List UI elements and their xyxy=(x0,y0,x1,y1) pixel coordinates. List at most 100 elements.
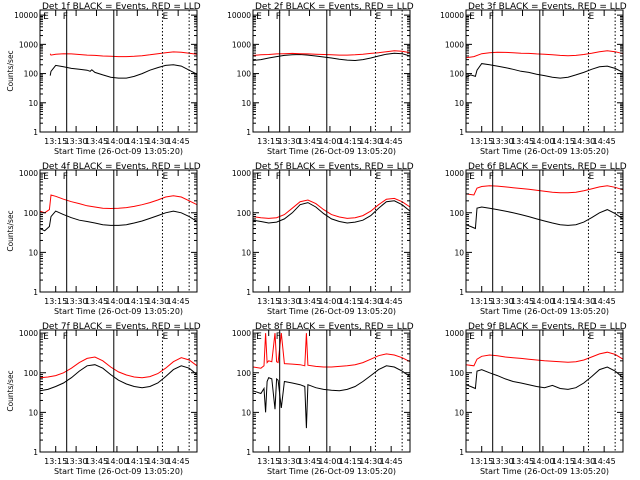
y-tick-label: 10000 xyxy=(14,11,38,20)
y-tick-label: 1 xyxy=(459,448,464,457)
x-tick-label: 13:30 xyxy=(491,137,514,146)
plot-frame xyxy=(252,329,411,453)
y-tick-label: 1000 xyxy=(19,169,38,178)
x-axis-label: Start Time (26-Oct-09 13:05:20) xyxy=(54,147,183,156)
x-tick-label: 13:45 xyxy=(511,297,534,306)
x-tick-label: 14:30 xyxy=(146,137,169,146)
x-tick-label: 13:30 xyxy=(491,297,514,306)
chart-panel: Det 3f BLACK = Events, RED = LLD 1 10 100 10… xyxy=(440,2,627,156)
marker-label: E xyxy=(256,172,262,182)
y-tick-label: 10 xyxy=(454,99,464,108)
marker-label: F xyxy=(276,172,281,182)
chart-title: Det 1f BLACK = Events, RED = LLD xyxy=(42,2,201,12)
x-axis-label: Start Time (26-Oct-09 13:05:20) xyxy=(480,307,609,316)
chart-panel: Det 5f BLACK = Events, RED = LLD 1 10 100 10… xyxy=(232,162,414,316)
plot-frame xyxy=(465,329,624,453)
plot-frame xyxy=(252,9,411,133)
x-tick-label: 14:00 xyxy=(105,137,128,146)
x-tick-label: 14:00 xyxy=(531,457,554,466)
x-tick-label: 14:30 xyxy=(359,457,382,466)
y-tick-label: 10000 xyxy=(440,11,464,20)
x-tick-label: 14:00 xyxy=(105,457,128,466)
x-tick-label: 13:30 xyxy=(65,457,88,466)
x-tick-label: 14:00 xyxy=(318,297,341,306)
x-tick-label: 13:15 xyxy=(44,297,67,306)
x-tick-label: 13:15 xyxy=(257,457,280,466)
marker-label: F xyxy=(276,12,281,22)
x-tick-label: 14:15 xyxy=(126,137,149,146)
x-tick-label: 13:45 xyxy=(85,457,108,466)
y-tick-label: 1000 xyxy=(232,169,251,178)
chart-panel: Det 1f BLACK = Events, RED = LLD 1 10 100 10… xyxy=(6,2,201,156)
x-tick-label: 14:00 xyxy=(531,137,554,146)
y-tick-label: 100 xyxy=(450,369,465,378)
marker-label: E xyxy=(43,172,49,182)
chart-title: Det 6f BLACK = Events, RED = LLD xyxy=(468,162,627,172)
data-series-line xyxy=(465,50,624,59)
y-tick-label: 1 xyxy=(459,288,464,297)
plot-frame xyxy=(465,9,624,133)
y-tick-label: 1000 xyxy=(445,40,464,49)
data-series-line xyxy=(465,366,624,390)
data-series-line xyxy=(49,64,198,79)
x-tick-label: 14:15 xyxy=(339,297,362,306)
chart-panel: Det 2f BLACK = Events, RED = LLD 1 10 100 10… xyxy=(227,2,414,156)
y-tick-label: 1 xyxy=(33,448,38,457)
x-tick-label: 14:15 xyxy=(126,297,149,306)
x-tick-label: 13:45 xyxy=(298,137,321,146)
x-tick-label: 14:15 xyxy=(552,457,575,466)
data-series-line xyxy=(252,50,411,56)
marker-label: E xyxy=(43,332,49,342)
y-tick-label: 1 xyxy=(246,448,251,457)
y-tick-label: 10 xyxy=(454,248,464,257)
marker-label: E xyxy=(469,12,475,22)
x-tick-label: 14:15 xyxy=(552,297,575,306)
marker-label: E xyxy=(375,172,381,182)
x-tick-label: 13:30 xyxy=(278,457,301,466)
chart-title: Det 2f BLACK = Events, RED = LLD xyxy=(255,2,414,12)
x-tick-label: 13:15 xyxy=(257,137,280,146)
data-series-line xyxy=(49,51,198,58)
y-axis-label: Counts/sec xyxy=(6,370,15,411)
marker-label: F xyxy=(63,332,68,342)
y-tick-label: 1 xyxy=(33,288,38,297)
y-tick-label: 100 xyxy=(237,70,252,79)
x-tick-label: 13:45 xyxy=(85,297,108,306)
y-axis-label: Counts/sec xyxy=(6,210,15,251)
x-tick-label: 14:15 xyxy=(552,137,575,146)
x-tick-label: 14:45 xyxy=(167,137,190,146)
marker-label: E xyxy=(588,12,594,22)
plot-frame xyxy=(39,9,198,133)
x-tick-label: 13:45 xyxy=(298,457,321,466)
chart-title: Det 8f BLACK = Events, RED = LLD xyxy=(255,322,414,332)
data-series-line xyxy=(252,365,411,429)
marker-label: E xyxy=(43,12,49,22)
chart-panel: Det 4f BLACK = Events, RED = LLD 1 10 100 10… xyxy=(6,162,201,316)
x-tick-label: 14:45 xyxy=(593,297,616,306)
chart-title: Det 5f BLACK = Events, RED = LLD xyxy=(255,162,414,172)
x-axis-label: Start Time (26-Oct-09 13:05:20) xyxy=(267,307,396,316)
y-tick-label: 10 xyxy=(241,99,251,108)
x-tick-label: 13:15 xyxy=(470,137,493,146)
y-axis-label: Counts/sec xyxy=(6,50,15,91)
data-series-line xyxy=(39,210,198,232)
x-tick-label: 14:30 xyxy=(572,297,595,306)
y-tick-label: 1000 xyxy=(19,40,38,49)
y-tick-label: 1 xyxy=(459,128,464,137)
x-tick-label: 13:30 xyxy=(278,137,301,146)
marker-label: E xyxy=(162,172,168,182)
x-tick-label: 14:45 xyxy=(380,457,403,466)
y-tick-label: 1000 xyxy=(445,169,464,178)
data-series-line xyxy=(39,356,198,379)
chart-title: Det 7f BLACK = Events, RED = LLD xyxy=(42,322,201,332)
marker-label: F xyxy=(63,172,68,182)
marker-label: E xyxy=(375,12,381,22)
marker-label: F xyxy=(63,12,68,22)
data-series-line xyxy=(465,206,624,230)
y-tick-label: 1 xyxy=(33,128,38,137)
y-tick-label: 100 xyxy=(24,209,39,218)
marker-label: E xyxy=(162,12,168,22)
x-axis-label: Start Time (26-Oct-09 13:05:20) xyxy=(54,467,183,476)
x-tick-label: 14:00 xyxy=(318,137,341,146)
x-tick-label: 14:15 xyxy=(126,457,149,466)
